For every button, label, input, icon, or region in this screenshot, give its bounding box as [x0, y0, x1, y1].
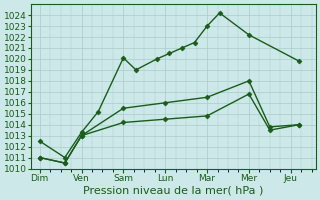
X-axis label: Pression niveau de la mer( hPa ): Pression niveau de la mer( hPa )	[84, 186, 264, 196]
